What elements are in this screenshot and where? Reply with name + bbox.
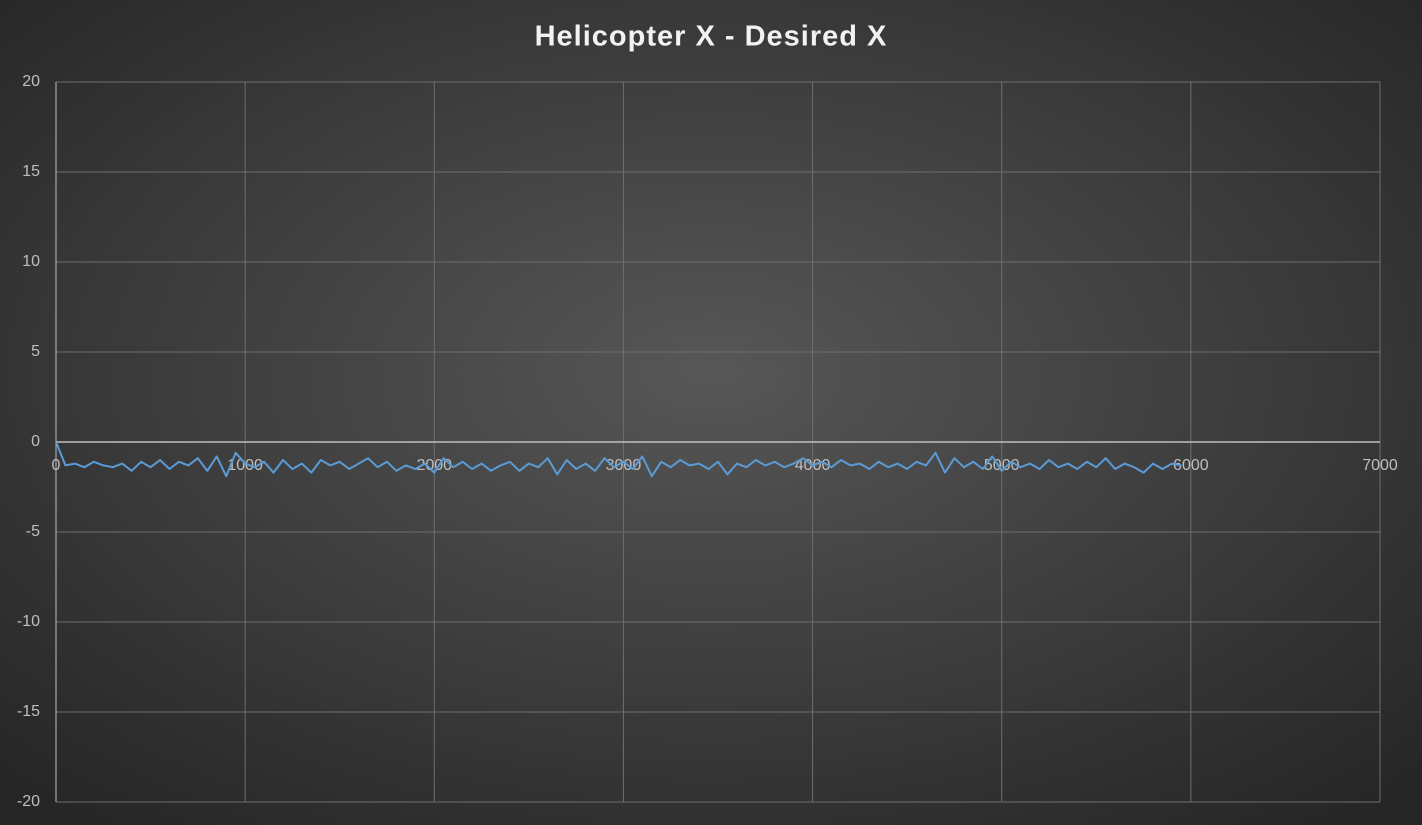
x-tick-label: 2000 bbox=[416, 457, 452, 474]
y-tick-label: -5 bbox=[26, 523, 40, 540]
y-tick-label: -10 bbox=[17, 613, 40, 630]
y-tick-label: 5 bbox=[31, 343, 40, 360]
x-tick-label: 6000 bbox=[1173, 457, 1209, 474]
y-tick-label: 15 bbox=[22, 163, 40, 180]
y-tick-label: 0 bbox=[31, 433, 40, 450]
x-tick-label: 3000 bbox=[606, 457, 642, 474]
chart-title: Helicopter X - Desired X bbox=[535, 21, 888, 53]
y-tick-label: 20 bbox=[22, 73, 40, 90]
x-tick-label: 7000 bbox=[1362, 457, 1398, 474]
y-tick-label: 10 bbox=[22, 253, 40, 270]
data-line bbox=[55, 441, 1182, 478]
x-tick-label: 0 bbox=[52, 457, 61, 474]
y-tick-label: -20 bbox=[17, 793, 40, 810]
y-tick-label: -15 bbox=[17, 703, 40, 720]
x-tick-label: 1000 bbox=[227, 457, 263, 474]
